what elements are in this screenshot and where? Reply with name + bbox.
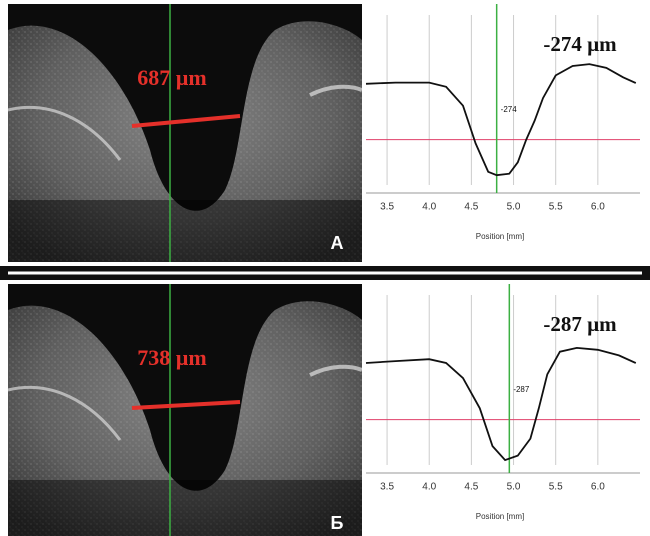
x-axis-label: Position [mm] bbox=[476, 232, 524, 241]
x-tick-label: 4.0 bbox=[422, 482, 436, 493]
x-tick-label: 5.0 bbox=[507, 482, 521, 493]
x-tick-label: 4.5 bbox=[464, 202, 478, 213]
cursor-label: -274 bbox=[501, 105, 518, 114]
chart: 3.5 4.0 4.5 5.0 5.5 6.0 Position [mm] -287 -287 … bbox=[362, 284, 642, 536]
x-tick-label: 5.0 bbox=[507, 202, 521, 213]
oct-image: 738 µm Б bbox=[7, 284, 363, 536]
cursor-label: -287 bbox=[513, 385, 530, 394]
x-tick-label: 3.5 bbox=[380, 202, 394, 213]
chart: 3.5 4.0 4.5 5.0 5.5 6.0 Position [mm] -274 -274 … bbox=[362, 4, 642, 262]
panel-letter: А bbox=[331, 233, 344, 253]
x-tick-label: 5.5 bbox=[549, 202, 563, 213]
x-tick-label: 4.0 bbox=[422, 202, 436, 213]
retina-speckle bbox=[8, 21, 362, 262]
chart-title: -287 µm bbox=[543, 312, 617, 336]
retina-layer bbox=[7, 385, 122, 441]
x-tick-label: 5.5 bbox=[549, 482, 563, 493]
x-tick-label: 6.0 bbox=[591, 202, 605, 213]
plot-background bbox=[362, 4, 642, 262]
thickness-label: 687 µm bbox=[137, 65, 207, 90]
oct-dark-region bbox=[8, 200, 362, 262]
x-tick-label: 6.0 bbox=[591, 482, 605, 493]
x-tick-label: 3.5 bbox=[380, 482, 394, 493]
retina-layer bbox=[309, 84, 363, 97]
retina-layer bbox=[309, 364, 363, 377]
thickness-line bbox=[131, 400, 241, 410]
profile-line bbox=[365, 346, 637, 462]
x-axis-label: Position [mm] bbox=[476, 512, 524, 521]
x-tick-label: 4.5 bbox=[464, 482, 478, 493]
retina-layer bbox=[7, 105, 122, 161]
oct-dark-region bbox=[8, 480, 362, 536]
profile-line bbox=[365, 63, 637, 177]
chart-title: -274 µm bbox=[543, 32, 617, 56]
thickness-line bbox=[131, 114, 241, 128]
retina-speckle bbox=[8, 301, 362, 536]
thickness-label: 738 µm bbox=[137, 345, 207, 370]
oct-image: 687 µm А bbox=[7, 4, 363, 262]
panel-letter: Б bbox=[331, 513, 344, 533]
plot-background bbox=[362, 284, 642, 536]
